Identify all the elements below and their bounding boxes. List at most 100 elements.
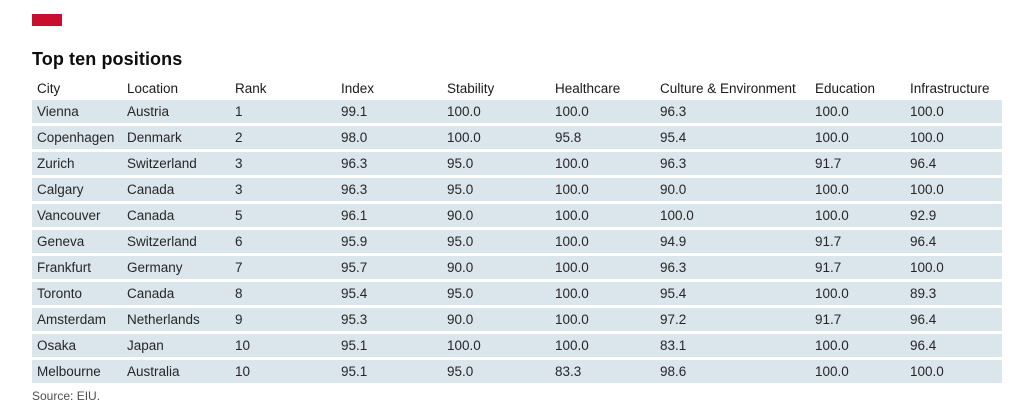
table-cell: 96.3 bbox=[660, 104, 687, 119]
table-row: Geneva Switzerland 6 95.9 95.0 100.0 94.9 91.7 9… bbox=[32, 230, 1002, 253]
table-cell: 100.0 bbox=[815, 208, 849, 223]
table-cell: 95.4 bbox=[660, 130, 687, 145]
table-cell: Austria bbox=[127, 104, 170, 119]
table-cell: 91.7 bbox=[815, 156, 842, 171]
table-cell: 90.0 bbox=[447, 312, 474, 327]
table-cell: 100.0 bbox=[555, 260, 589, 275]
table-cell: 100.0 bbox=[910, 260, 944, 275]
table-cell: 100.0 bbox=[555, 234, 589, 249]
column-header-stability: Stability bbox=[447, 80, 495, 96]
table-cell: 10 bbox=[235, 364, 251, 379]
table-cell: Canada bbox=[127, 208, 175, 223]
table-row: Calgary Canada 3 96.3 95.0 100.0 90.0 100.0 100.… bbox=[32, 178, 1002, 201]
table-cell: 91.7 bbox=[815, 260, 842, 275]
table-cell: 96.3 bbox=[660, 260, 687, 275]
table-cell: 89.3 bbox=[910, 286, 937, 301]
table-cell: 95.1 bbox=[341, 338, 368, 353]
table-header-row: City Location Rank Index Stability Healthcare… bbox=[32, 78, 1002, 98]
table-cell: 5 bbox=[235, 208, 243, 223]
table-cell: Japan bbox=[127, 338, 164, 353]
column-header-infrastructure: Infrastructure bbox=[910, 80, 990, 96]
table-cell: 100.0 bbox=[815, 364, 849, 379]
table-cell: 96.4 bbox=[910, 312, 937, 327]
table-cell: 97.2 bbox=[660, 312, 687, 327]
table-cell: 100.0 bbox=[555, 156, 589, 171]
table-cell: 100.0 bbox=[555, 182, 589, 197]
table-row: Zurich Switzerland 3 96.3 95.0 100.0 96.3 91.7 9… bbox=[32, 152, 1002, 175]
table-cell: 2 bbox=[235, 130, 243, 145]
column-header-culture-environment: Culture & Environment bbox=[660, 80, 796, 96]
table-row: Frankfurt Germany 7 95.7 90.0 100.0 96.3 91.7 10… bbox=[32, 256, 1002, 279]
table-cell: Calgary bbox=[37, 182, 84, 197]
table-cell: Vancouver bbox=[37, 208, 101, 223]
table-cell: 100.0 bbox=[555, 338, 589, 353]
top-ten-table: City Location Rank Index Stability Healthcare… bbox=[32, 78, 1002, 386]
table-cell: 91.7 bbox=[815, 234, 842, 249]
table-cell: Amsterdam bbox=[37, 312, 107, 327]
table-cell: 92.9 bbox=[910, 208, 937, 223]
column-header-index: Index bbox=[341, 80, 375, 96]
table-cell: 100.0 bbox=[447, 338, 481, 353]
table-cell: Switzerland bbox=[127, 234, 197, 249]
table-cell: 95.0 bbox=[447, 182, 474, 197]
table-cell: 100.0 bbox=[555, 104, 589, 119]
table-cell: 100.0 bbox=[555, 208, 589, 223]
table-cell: 8 bbox=[235, 286, 243, 301]
chart-title: Top ten positions bbox=[32, 49, 183, 69]
table-row: Osaka Japan 10 95.1 100.0 100.0 83.1 100.0 96.4 bbox=[32, 334, 1002, 357]
table-row: Melbourne Australia 10 95.1 95.0 83.3 98.6 100.… bbox=[32, 360, 1002, 383]
table-cell: 100.0 bbox=[447, 130, 481, 145]
table-cell: Toronto bbox=[37, 286, 83, 301]
table-cell: Canada bbox=[127, 286, 175, 301]
table-cell: 100.0 bbox=[555, 312, 589, 327]
table-cell: 100.0 bbox=[660, 208, 694, 223]
table-cell: 95.4 bbox=[341, 286, 368, 301]
table-cell: 90.0 bbox=[447, 260, 474, 275]
table-cell: 7 bbox=[235, 260, 243, 275]
table-cell: 100.0 bbox=[555, 286, 589, 301]
table-cell: 10 bbox=[235, 338, 251, 353]
table-cell: 95.7 bbox=[341, 260, 368, 275]
column-header-education: Education bbox=[815, 80, 876, 96]
table-cell: 99.1 bbox=[341, 104, 368, 119]
table-cell: Germany bbox=[127, 260, 183, 275]
table-body: Vienna Austria 1 99.1 100.0 100.0 96.3 100.0 100… bbox=[32, 100, 1002, 383]
table-cell: 95.0 bbox=[447, 234, 474, 249]
column-header-healthcare: Healthcare bbox=[555, 80, 621, 96]
table-cell: 95.4 bbox=[660, 286, 687, 301]
column-header-location: Location bbox=[127, 80, 179, 96]
table-cell: Geneva bbox=[37, 234, 85, 249]
table-cell: Melbourne bbox=[37, 364, 101, 379]
table-cell: Osaka bbox=[37, 338, 77, 353]
table-cell: Australia bbox=[127, 364, 180, 379]
table-cell: 91.7 bbox=[815, 312, 842, 327]
table-cell: Switzerland bbox=[127, 156, 197, 171]
table-cell: Zurich bbox=[37, 156, 75, 171]
table-cell: 90.0 bbox=[660, 182, 687, 197]
table-cell: 100.0 bbox=[910, 104, 944, 119]
table-cell: Copenhagen bbox=[37, 130, 115, 145]
table-cell: Vienna bbox=[37, 104, 79, 119]
table-cell: 96.4 bbox=[910, 156, 937, 171]
table-cell: 6 bbox=[235, 234, 243, 249]
table-cell: 94.9 bbox=[660, 234, 687, 249]
table-cell: 90.0 bbox=[447, 208, 474, 223]
table-cell: 95.0 bbox=[447, 156, 474, 171]
table-cell: 1 bbox=[235, 104, 243, 119]
table-row: Toronto Canada 8 95.4 95.0 100.0 95.4 100.0 89.3 bbox=[32, 282, 1002, 305]
table-cell: 95.8 bbox=[555, 130, 582, 145]
table-cell: Frankfurt bbox=[37, 260, 92, 275]
table-cell: 98.6 bbox=[660, 364, 687, 379]
column-header-city: City bbox=[37, 80, 61, 96]
table-cell: 100.0 bbox=[447, 104, 481, 119]
table-cell: 95.9 bbox=[341, 234, 368, 249]
brand-tab bbox=[32, 14, 62, 26]
table-cell: Netherlands bbox=[127, 312, 200, 327]
table-cell: 95.0 bbox=[447, 286, 474, 301]
table-cell: 95.3 bbox=[341, 312, 368, 327]
table-cell: 83.3 bbox=[555, 364, 582, 379]
table-cell: 96.4 bbox=[910, 234, 937, 249]
column-header-rank: Rank bbox=[235, 80, 267, 96]
table-cell: 9 bbox=[235, 312, 243, 327]
